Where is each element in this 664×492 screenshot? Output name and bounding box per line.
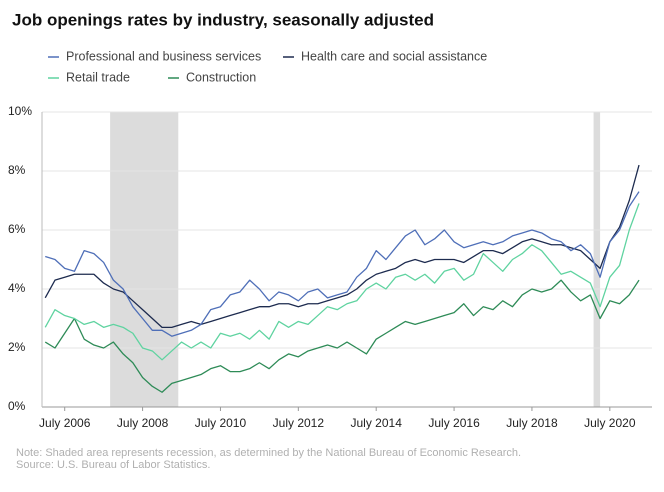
y-tick-label: 6% bbox=[8, 222, 26, 236]
x-tick-label: July 2010 bbox=[195, 416, 247, 430]
x-tick-label: July 2006 bbox=[39, 416, 91, 430]
y-tick-label: 0% bbox=[8, 399, 26, 413]
y-tick-label: 10% bbox=[8, 104, 32, 118]
chart-title: Job openings rates by industry, seasonal… bbox=[12, 10, 434, 29]
note: Note: Shaded area represents recession, … bbox=[16, 447, 521, 459]
recession-band bbox=[110, 112, 179, 407]
source: Source: U.S. Bureau of Labor Statistics. bbox=[16, 459, 210, 471]
legend-label: Health care and social assistance bbox=[301, 49, 487, 63]
plot-area: 0% 2% 4% 6% 8% 10% July 2006 July 2008 July 2010… bbox=[8, 104, 652, 430]
y-tick-label: 8% bbox=[8, 163, 26, 177]
legend: Professional and business services Health… bbox=[48, 49, 487, 84]
x-tick-label: July 2012 bbox=[273, 416, 325, 430]
series-line bbox=[45, 191, 640, 337]
series-line bbox=[44, 203, 640, 361]
series-line bbox=[44, 164, 640, 328]
legend-label: Retail trade bbox=[66, 70, 130, 84]
recession-band bbox=[593, 112, 601, 407]
x-tick-label: July 2008 bbox=[117, 416, 169, 430]
series-line bbox=[44, 279, 640, 393]
x-tick-label: July 2016 bbox=[428, 416, 480, 430]
x-tick-label: July 2018 bbox=[506, 416, 558, 430]
legend-label: Construction bbox=[186, 70, 256, 84]
y-tick-label: 2% bbox=[8, 340, 26, 354]
x-tick-label: July 2014 bbox=[351, 416, 403, 430]
legend-label: Professional and business services bbox=[66, 49, 261, 63]
y-tick-label: 4% bbox=[8, 281, 26, 295]
x-tick-label: July 2020 bbox=[584, 416, 636, 430]
